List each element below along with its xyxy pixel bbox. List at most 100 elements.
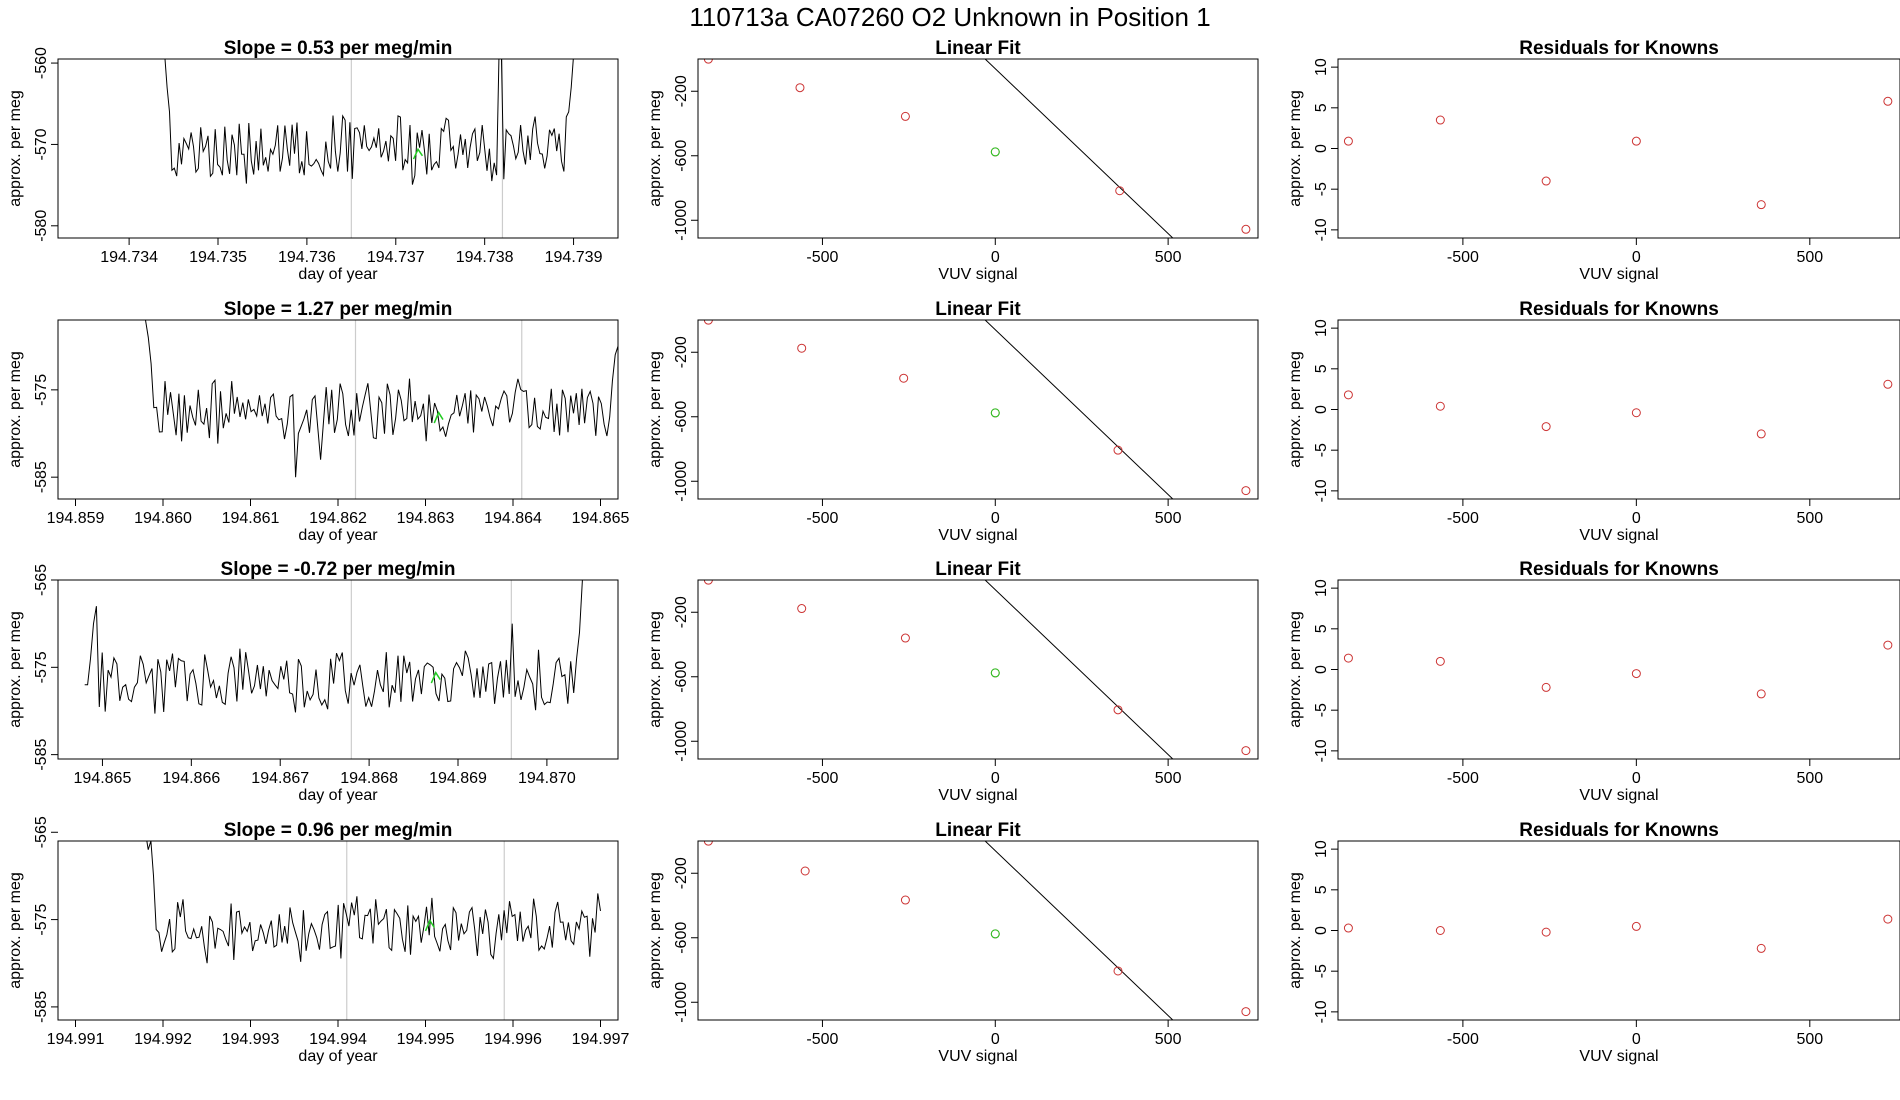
plot-frame	[697, 319, 1259, 500]
y-axis-label: approx. per meg	[1287, 872, 1304, 989]
x-tick-label: 500	[1155, 1031, 1182, 1048]
y-tick-label: -5	[1313, 443, 1330, 457]
y-axis-label: approx. per meg	[1287, 351, 1304, 468]
x-tick-label: 194.860	[134, 510, 192, 527]
x-tick-label: -500	[1447, 770, 1479, 787]
panel-title: Residuals for Knowns	[1519, 820, 1719, 841]
plot-area	[1343, 379, 1893, 439]
y-tick-label: 0	[1313, 665, 1330, 674]
known-point	[1241, 224, 1251, 234]
x-tick-label: 194.991	[47, 1031, 105, 1048]
x-axis-label: VUV signal	[1579, 527, 1658, 544]
chart-panel-0-1: Linear Fit VUV signal approx. per meg -500 0…	[647, 38, 1259, 283]
x-axis-label: VUV signal	[1579, 266, 1658, 283]
unknown-segment	[412, 147, 424, 160]
unknown-point	[990, 408, 1000, 418]
known-point	[797, 604, 807, 614]
chart-panel-1-1: Linear Fit VUV signal approx. per meg -500 0…	[647, 299, 1259, 544]
x-tick-label: 0	[1632, 249, 1641, 266]
y-axis-label: approx. per meg	[647, 351, 664, 468]
y-tick-label: -5	[1313, 182, 1330, 196]
y-tick-label: -575	[33, 651, 50, 683]
x-tick-label: -500	[806, 1031, 838, 1048]
x-tick-label: 194.868	[340, 770, 398, 787]
plot-area	[1343, 914, 1893, 953]
y-tick-label: 5	[1313, 885, 1330, 894]
x-tick-label: 194.994	[309, 1031, 367, 1048]
x-tick-label: 500	[1796, 770, 1823, 787]
x-axis-label: day of year	[298, 266, 378, 283]
known-point	[1343, 923, 1353, 933]
y-tick-label: -565	[33, 564, 50, 596]
plot-area	[1343, 640, 1893, 699]
chart-panel-3-0: Slope = 0.96 per meg/min day of year appro…	[7, 816, 630, 1065]
y-tick-label: -585	[33, 461, 50, 493]
known-point	[1343, 653, 1353, 663]
x-tick-label: 500	[1155, 510, 1182, 527]
raw-trace-line	[84, 580, 583, 714]
y-tick-label: 0	[1313, 926, 1330, 935]
x-tick-label: 0	[991, 770, 1000, 787]
x-axis-label: VUV signal	[1579, 787, 1658, 804]
y-tick-label: 10	[1313, 579, 1330, 597]
x-tick-label: 194.869	[429, 770, 487, 787]
y-tick-label: 10	[1313, 319, 1330, 337]
chart-panel-2-2: Residuals for Knowns VUV signal approx. pe…	[1287, 559, 1900, 804]
x-tick-label: 500	[1155, 770, 1182, 787]
x-tick-label: -500	[1447, 510, 1479, 527]
y-tick-label: 10	[1313, 58, 1330, 76]
known-point	[1631, 136, 1641, 146]
chart-panel-2-1: Linear Fit VUV signal approx. per meg -500 0…	[647, 559, 1259, 804]
known-point	[1631, 921, 1641, 931]
plot-frame	[1337, 319, 1900, 500]
x-tick-label: 194.992	[134, 1031, 192, 1048]
chart-panel-3-2: Residuals for Knowns VUV signal approx. pe…	[1287, 820, 1900, 1065]
known-point	[1113, 445, 1123, 455]
x-tick-label: 194.864	[484, 510, 542, 527]
x-tick-label: 194.993	[222, 1031, 280, 1048]
x-tick-label: 0	[991, 249, 1000, 266]
y-axis-label: approx. per meg	[647, 611, 664, 728]
x-axis-label: day of year	[298, 527, 378, 544]
known-point	[899, 373, 909, 383]
x-axis-label: day of year	[298, 787, 378, 804]
x-tick-label: -500	[806, 249, 838, 266]
known-point	[1241, 1007, 1251, 1017]
x-axis-label: VUV signal	[938, 527, 1017, 544]
y-axis-label: approx. per meg	[647, 90, 664, 207]
panel-title: Residuals for Knowns	[1519, 299, 1719, 320]
plot-frame	[1337, 840, 1900, 1021]
x-tick-label: 194.738	[456, 249, 514, 266]
known-point	[1541, 682, 1551, 692]
known-point	[1541, 927, 1551, 937]
known-point	[1113, 705, 1123, 715]
plot-area	[703, 59, 1251, 238]
plot-frame	[697, 58, 1259, 239]
known-point	[900, 895, 910, 905]
plot-frame	[1337, 579, 1900, 760]
known-point	[1756, 200, 1766, 210]
chart-panel-2-0: Slope = -0.72 per meg/min day of year appr…	[7, 559, 619, 804]
known-point	[1435, 656, 1445, 666]
chart-panel-1-0: Slope = 1.27 per meg/min day of year appro…	[7, 299, 630, 544]
plot-frame	[57, 319, 619, 500]
x-tick-label: 194.867	[251, 770, 309, 787]
x-axis-label: VUV signal	[1579, 1048, 1658, 1065]
x-tick-label: 500	[1155, 249, 1182, 266]
unknown-point	[990, 668, 1000, 678]
unknown-segment	[424, 918, 435, 932]
x-tick-label: 194.736	[278, 249, 336, 266]
panel-title: Residuals for Knowns	[1519, 559, 1719, 580]
chart-panel-3-1: Linear Fit VUV signal approx. per meg -500 0…	[647, 820, 1259, 1065]
x-tick-label: 194.734	[100, 249, 158, 266]
y-axis-label: approx. per meg	[647, 872, 664, 989]
y-tick-label: -580	[33, 210, 50, 242]
unknown-point	[990, 929, 1000, 939]
y-tick-label: 10	[1313, 840, 1330, 858]
x-axis-label: VUV signal	[938, 1048, 1017, 1065]
plot-frame	[57, 579, 619, 760]
panel-title: Linear Fit	[935, 38, 1021, 59]
known-point	[1343, 136, 1353, 146]
y-tick-label: -600	[673, 922, 690, 954]
y-tick-label: -600	[673, 661, 690, 693]
